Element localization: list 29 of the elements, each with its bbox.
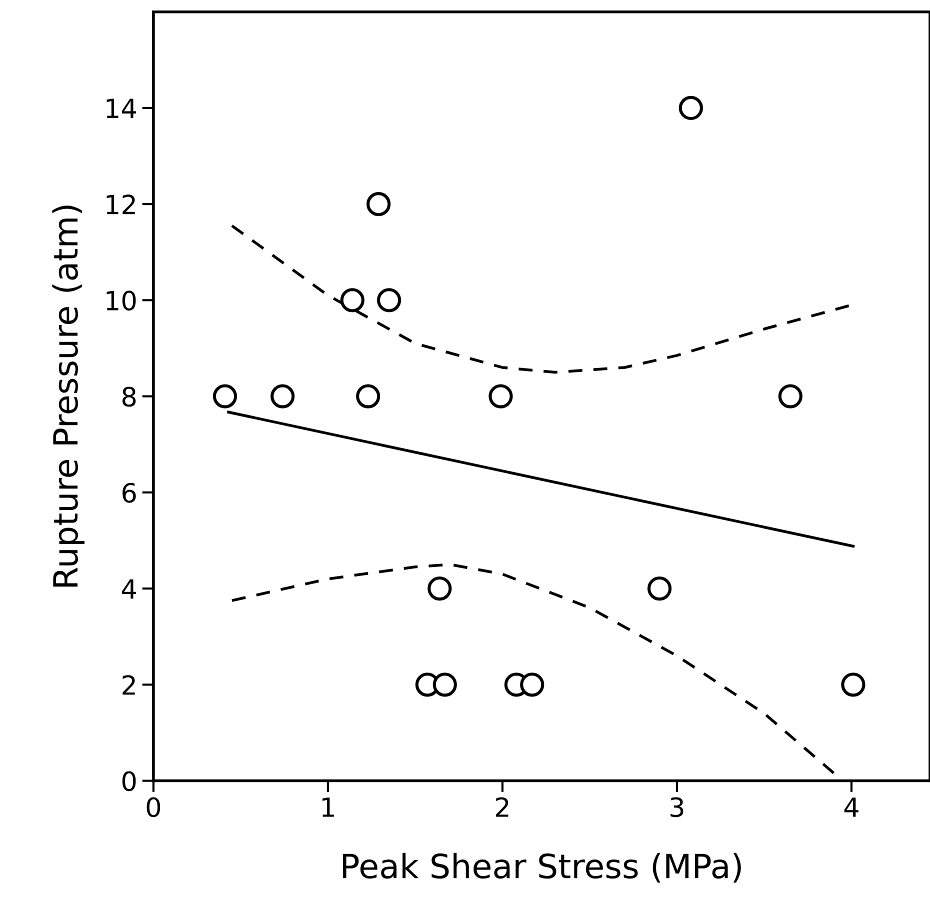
- point: [212, 384, 238, 408]
- y-tick-label: 12: [106, 194, 135, 214]
- point: [376, 288, 402, 312]
- point: [366, 192, 391, 216]
- point: [432, 672, 457, 697]
- x-tick-label: 1: [322, 798, 334, 817]
- y-tick-label: 0: [122, 771, 136, 792]
- y-tick-label: 14: [106, 98, 136, 118]
- y-tick-label: 6: [122, 482, 136, 503]
- point: [647, 576, 672, 601]
- y-tick-label: 10: [106, 290, 136, 311]
- point: [841, 672, 866, 697]
- x-tick-label: 2: [496, 797, 508, 817]
- x-tick-label: 4: [844, 798, 858, 817]
- y-tick-label: 2: [122, 675, 135, 695]
- point: [778, 384, 802, 408]
- point: [340, 288, 364, 312]
- point: [678, 96, 703, 120]
- point: [488, 384, 513, 408]
- point: [356, 384, 380, 408]
- y-tick-label: 4: [122, 579, 136, 599]
- x-tick-label: 0: [146, 797, 160, 818]
- x-tick-label: 3: [670, 797, 684, 818]
- y-axis-title: Rupture Pressure (atm): [52, 206, 84, 587]
- x-axis-title: Peak Shear Stress (MPa): [342, 852, 741, 883]
- point: [520, 672, 544, 697]
- y-tick-label: 8: [122, 386, 136, 407]
- point: [270, 384, 295, 408]
- point: [428, 576, 452, 601]
